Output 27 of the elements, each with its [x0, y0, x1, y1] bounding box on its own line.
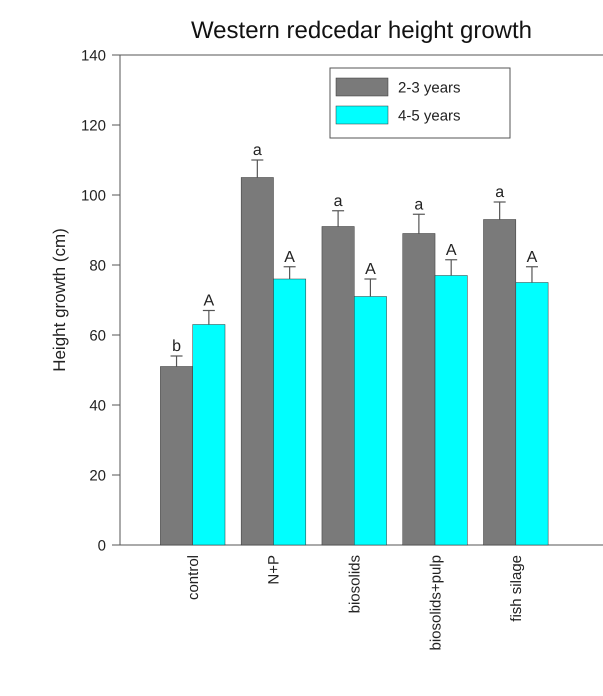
chart-title: Western redcedar height growth [190, 17, 532, 44]
y-tick-label: 140 [80, 47, 106, 64]
y-tick-label: 120 [80, 117, 106, 134]
annotation: a [334, 192, 343, 210]
x-tick-label: biosolids [346, 555, 364, 614]
y-tick-label: 100 [80, 187, 106, 204]
y-tick-label: 60 [89, 327, 106, 344]
legend-label: 2-3 years [398, 79, 461, 96]
annotation: A [446, 242, 457, 259]
annotation: a [495, 184, 504, 201]
x-tick-label: control [184, 555, 202, 600]
x-tick-label: fish silage [508, 555, 526, 622]
annotation: A [284, 248, 296, 266]
annotation: a [414, 196, 424, 214]
annotation: a [252, 142, 262, 159]
annotation: A [204, 292, 215, 310]
annotation: A [365, 261, 376, 278]
annotation: b [172, 338, 182, 355]
y-tick-label: 40 [89, 397, 106, 414]
y-tick-label: 0 [98, 537, 106, 554]
annotation: A [526, 248, 538, 266]
x-tick-label: N+P [266, 555, 283, 585]
x-tick-label: biosolids+pulp [427, 555, 444, 650]
y-tick-label: 80 [89, 257, 106, 274]
legend-label: 4-5 years [398, 107, 461, 124]
y-axis-title: Height growth (cm) [50, 228, 69, 372]
y-tick-label: 20 [89, 467, 106, 484]
